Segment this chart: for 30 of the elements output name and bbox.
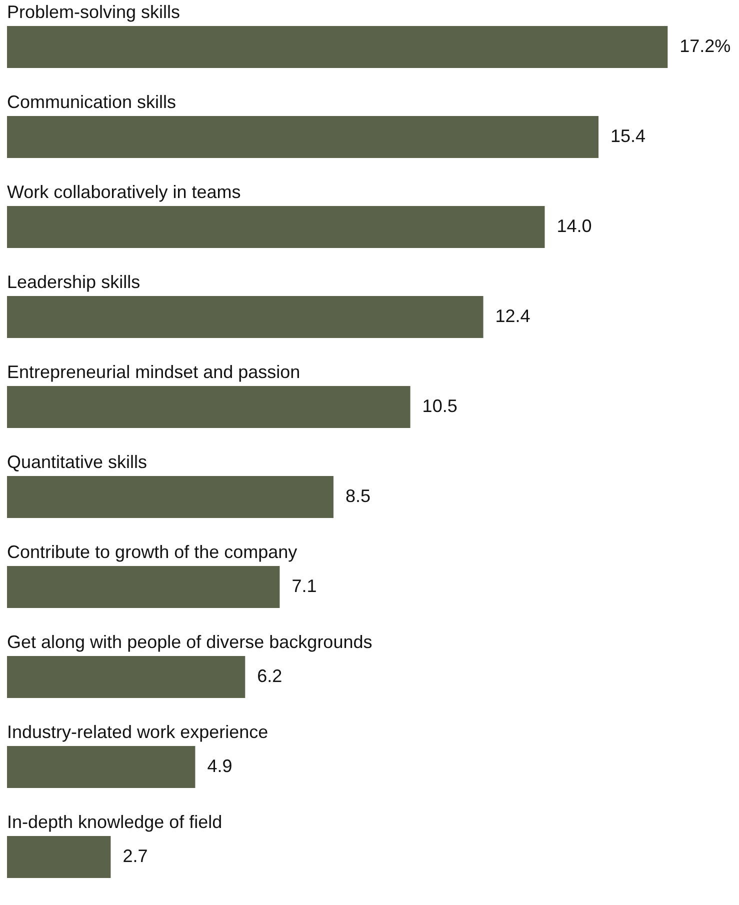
bar	[7, 746, 196, 788]
data-label: 15.4	[610, 126, 646, 146]
data-label: 10.5	[422, 396, 458, 416]
bar	[7, 116, 599, 158]
y-tick-label: Industry-related work experience	[7, 722, 268, 742]
y-tick-label: Entrepreneurial mindset and passion	[7, 362, 300, 382]
data-label: 4.9	[207, 756, 232, 776]
y-tick-label: Leadership skills	[7, 272, 140, 292]
bar	[7, 836, 111, 878]
bar	[7, 26, 668, 68]
y-tick-label: Get along with people of diverse backgrounds	[7, 632, 372, 652]
bar	[7, 386, 410, 428]
data-label: 14.0	[556, 216, 592, 236]
data-label: 2.7	[122, 846, 148, 866]
bar	[7, 206, 545, 248]
y-tick-label: Contribute to growth of the company	[7, 542, 298, 562]
data-label: 17.2%	[680, 36, 731, 56]
y-tick-label: Problem-solving skills	[7, 2, 180, 22]
bar	[7, 476, 334, 518]
data-label: 12.4	[495, 306, 530, 326]
bar	[7, 656, 246, 698]
y-tick-label: Quantitative skills	[7, 452, 148, 472]
data-label: 8.5	[345, 486, 371, 506]
bar	[7, 566, 280, 608]
data-label: 6.2	[257, 666, 282, 686]
y-tick-label: Work collaboratively in teams	[7, 182, 241, 202]
bar	[7, 296, 484, 338]
data-label: 7.1	[292, 576, 317, 596]
y-tick-label: Communication skills	[7, 92, 176, 112]
y-tick-label: In-depth knowledge of field	[7, 812, 222, 832]
